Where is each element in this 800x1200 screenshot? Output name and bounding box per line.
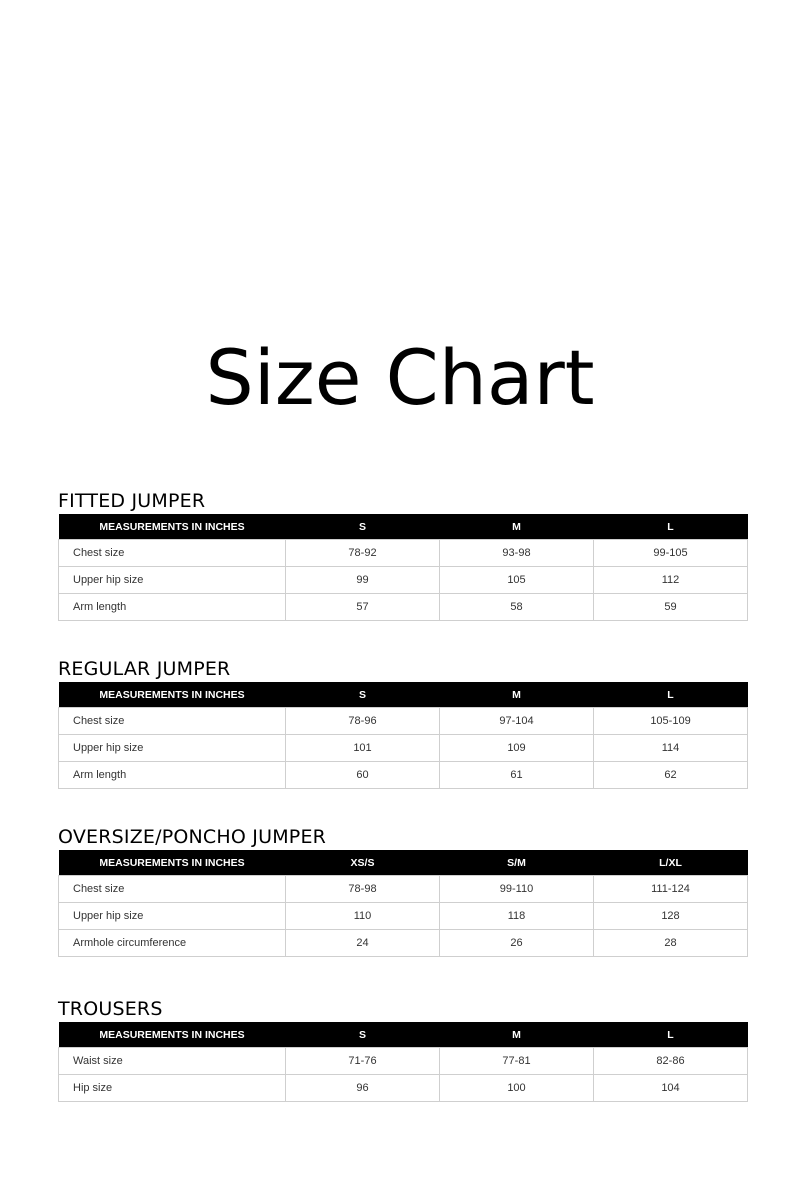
table-row: Chest size 78-96 97-104 105-109 (58, 707, 748, 735)
table-header-row: MEASUREMENTS IN INCHES S M L (58, 1022, 748, 1048)
section-heading: OVERSIZE/PONCHO JUMPER (58, 826, 327, 848)
measurement-label: Waist size (58, 1047, 286, 1075)
table-row: Armhole circumference 24 26 28 (58, 929, 748, 957)
size-value: 109 (439, 734, 594, 762)
size-value: 26 (439, 929, 594, 957)
size-value: 118 (439, 902, 594, 930)
measurement-label: Upper hip size (58, 566, 286, 594)
column-header: L (593, 1022, 748, 1048)
table-row: Waist size 71-76 77-81 82-86 (58, 1047, 748, 1075)
size-value: 111-124 (593, 875, 748, 903)
column-header: L/XL (593, 850, 748, 876)
size-section: FITTED JUMPER MEASUREMENTS IN INCHES S M L Ch… (58, 490, 748, 621)
column-header: M (439, 514, 594, 540)
column-header: S (285, 514, 440, 540)
size-value: 104 (593, 1074, 748, 1102)
table-row: Upper hip size 99 105 112 (58, 566, 748, 594)
size-value: 60 (285, 761, 440, 789)
section-heading: FITTED JUMPER (58, 490, 206, 512)
table-header-row: MEASUREMENTS IN INCHES S M L (58, 514, 748, 540)
size-value: 77-81 (439, 1047, 594, 1075)
size-value: 61 (439, 761, 594, 789)
column-header: S (285, 682, 440, 708)
page-title: Size Chart (205, 333, 595, 422)
section-heading: REGULAR JUMPER (58, 658, 231, 680)
size-table: MEASUREMENTS IN INCHES S M L Chest size 78-96… (58, 682, 748, 789)
size-value: 59 (593, 593, 748, 621)
table-row: Chest size 78-92 93-98 99-105 (58, 539, 748, 567)
measurement-label: Arm length (58, 593, 286, 621)
measurement-label: Upper hip size (58, 902, 286, 930)
section-heading: TROUSERS (58, 998, 163, 1020)
column-header: L (593, 514, 748, 540)
column-header: L (593, 682, 748, 708)
size-value: 99 (285, 566, 440, 594)
measurement-label: Chest size (58, 875, 286, 903)
column-header: S/M (439, 850, 594, 876)
table-header-row: MEASUREMENTS IN INCHES S M L (58, 682, 748, 708)
size-value: 78-98 (285, 875, 440, 903)
size-value: 112 (593, 566, 748, 594)
size-value: 128 (593, 902, 748, 930)
measurement-label: Hip size (58, 1074, 286, 1102)
size-value: 105 (439, 566, 594, 594)
table-row: Arm length 60 61 62 (58, 761, 748, 789)
measurement-label: Armhole circumference (58, 929, 286, 957)
column-header: MEASUREMENTS IN INCHES (58, 850, 286, 876)
size-value: 99-105 (593, 539, 748, 567)
size-value: 99-110 (439, 875, 594, 903)
table-row: Upper hip size 101 109 114 (58, 734, 748, 762)
size-value: 96 (285, 1074, 440, 1102)
measurement-label: Upper hip size (58, 734, 286, 762)
size-value: 71-76 (285, 1047, 440, 1075)
size-value: 114 (593, 734, 748, 762)
size-value: 110 (285, 902, 440, 930)
size-value: 78-92 (285, 539, 440, 567)
size-value: 100 (439, 1074, 594, 1102)
size-section: TROUSERS MEASUREMENTS IN INCHES S M L Waist s… (58, 998, 748, 1102)
column-header: S (285, 1022, 440, 1048)
table-row: Upper hip size 110 118 128 (58, 902, 748, 930)
size-value: 105-109 (593, 707, 748, 735)
size-section: OVERSIZE/PONCHO JUMPER MEASUREMENTS IN IN… (58, 826, 748, 957)
size-value: 58 (439, 593, 594, 621)
column-header: MEASUREMENTS IN INCHES (58, 682, 286, 708)
column-header: MEASUREMENTS IN INCHES (58, 514, 286, 540)
table-header-row: MEASUREMENTS IN INCHES XS/S S/M L/XL (58, 850, 748, 876)
size-value: 101 (285, 734, 440, 762)
column-header: XS/S (285, 850, 440, 876)
table-row: Arm length 57 58 59 (58, 593, 748, 621)
size-value: 82-86 (593, 1047, 748, 1075)
measurement-label: Chest size (58, 539, 286, 567)
size-table: MEASUREMENTS IN INCHES S M L Waist size 71-76… (58, 1022, 748, 1102)
measurement-label: Chest size (58, 707, 286, 735)
size-value: 28 (593, 929, 748, 957)
table-row: Chest size 78-98 99-110 111-124 (58, 875, 748, 903)
size-table: MEASUREMENTS IN INCHES XS/S S/M L/XL Chest s… (58, 850, 748, 957)
column-header: M (439, 1022, 594, 1048)
size-value: 97-104 (439, 707, 594, 735)
size-value: 78-96 (285, 707, 440, 735)
column-header: M (439, 682, 594, 708)
size-value: 93-98 (439, 539, 594, 567)
measurement-label: Arm length (58, 761, 286, 789)
size-table: MEASUREMENTS IN INCHES S M L Chest size 78-92… (58, 514, 748, 621)
size-value: 57 (285, 593, 440, 621)
column-header: MEASUREMENTS IN INCHES (58, 1022, 286, 1048)
size-value: 62 (593, 761, 748, 789)
size-section: REGULAR JUMPER MEASUREMENTS IN INCHES S M L C… (58, 658, 748, 789)
size-value: 24 (285, 929, 440, 957)
table-row: Hip size 96 100 104 (58, 1074, 748, 1102)
